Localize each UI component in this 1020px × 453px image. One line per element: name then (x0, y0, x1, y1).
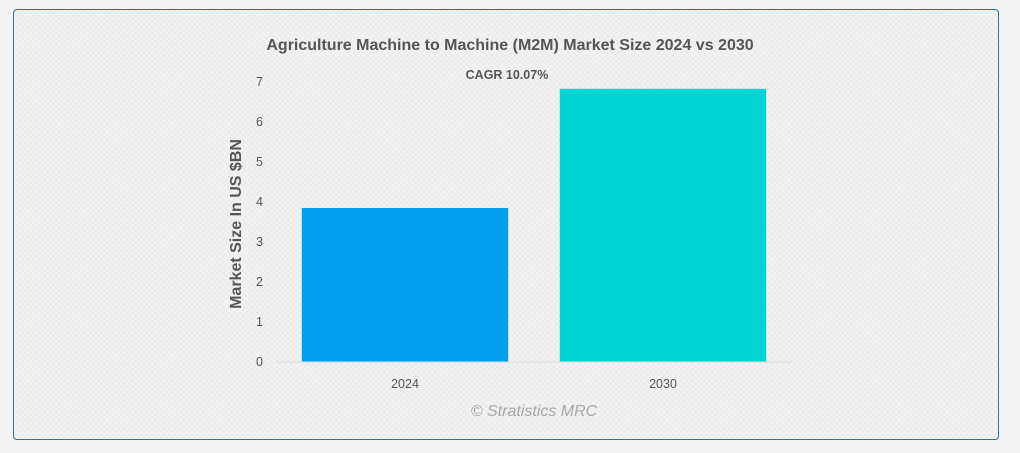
y-tick-label: 7 (256, 75, 263, 89)
x-tick-label: 2024 (391, 377, 419, 391)
cagr-annotation: CAGR 10.07% (466, 68, 549, 82)
y-axis-label: Market Size In US $BN (228, 139, 245, 309)
x-axis-ticks: 2024 2030 (391, 377, 677, 391)
credit-watermark: © Stratistics MRC (471, 403, 598, 420)
y-tick-label: 3 (256, 235, 263, 249)
bar-2024[interactable] (301, 208, 509, 362)
y-tick-label: 2 (256, 275, 263, 289)
x-tick-label: 2030 (649, 377, 677, 391)
y-tick-label: 5 (256, 155, 263, 169)
y-tick-label: 4 (256, 195, 263, 209)
y-tick-label: 6 (256, 115, 263, 129)
chart-title: Agriculture Machine to Machine (M2M) Mar… (266, 37, 753, 54)
y-axis-ticks: 0 1 2 3 4 5 6 7 (256, 75, 263, 369)
bars (301, 88, 767, 363)
y-tick-label: 1 (256, 315, 263, 329)
y-tick-label: 0 (256, 355, 263, 369)
bar-2030[interactable] (559, 88, 767, 363)
